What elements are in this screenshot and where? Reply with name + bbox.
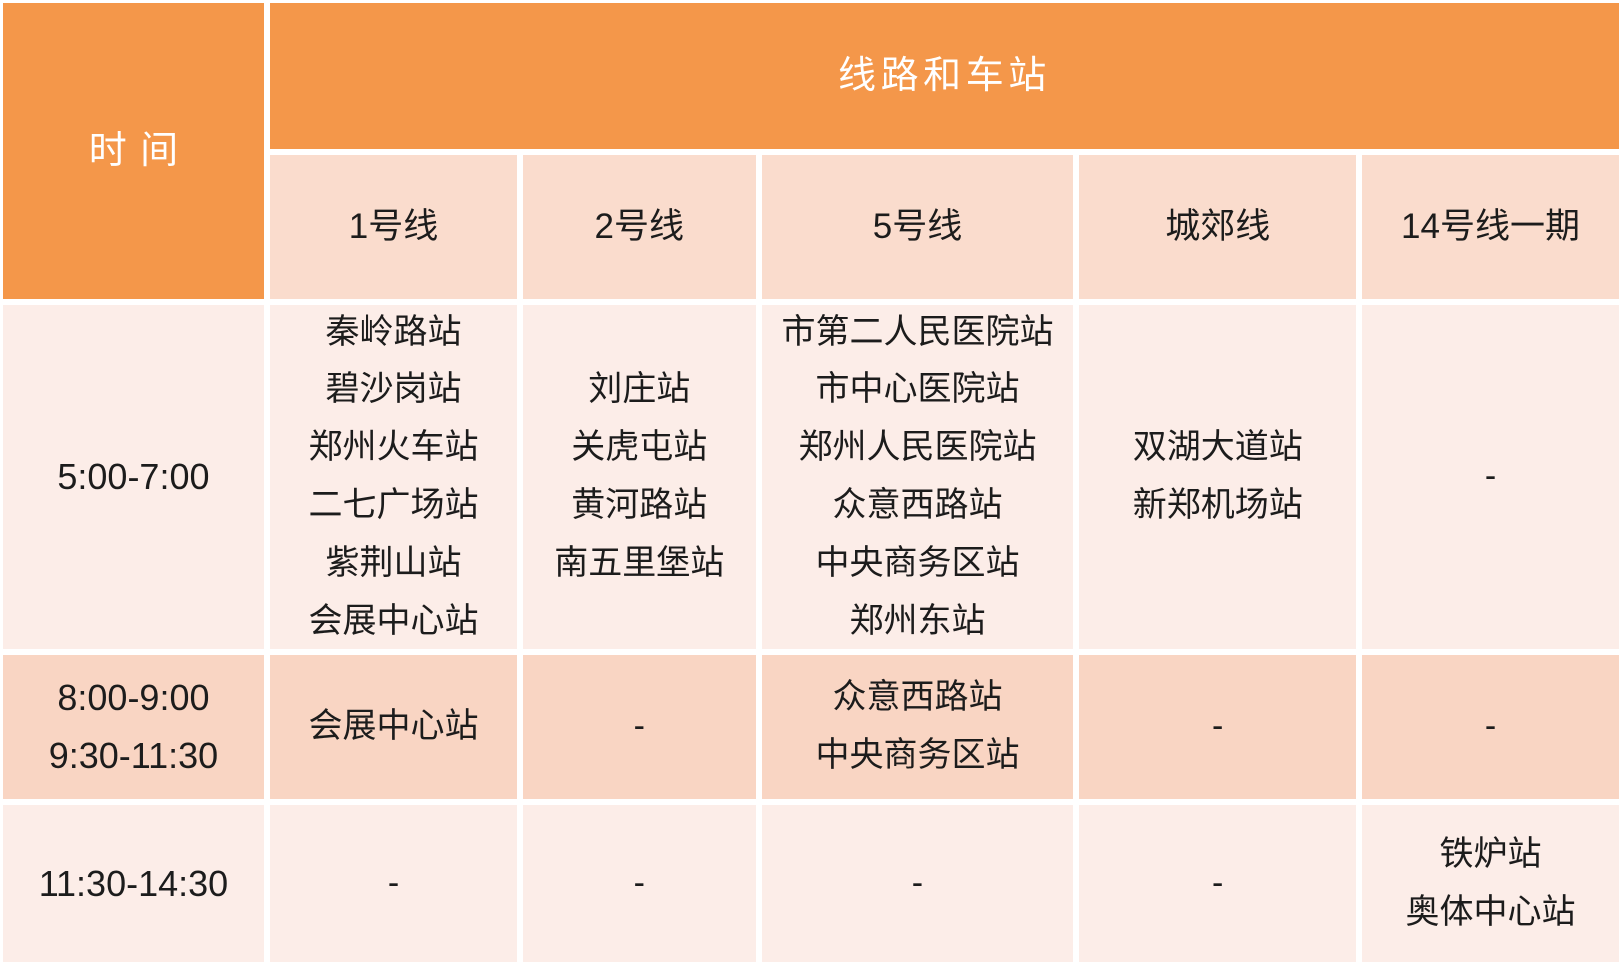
station-cell: 刘庄站 关虎屯站 黄河路站 南五里堡站 bbox=[523, 305, 756, 649]
station-cell: 双湖大道站 新郑机场站 bbox=[1079, 305, 1357, 649]
station-cell: 会展中心站 bbox=[269, 655, 518, 799]
column-header-line-1: 1号线 bbox=[269, 155, 518, 299]
column-header-line-5: 5号线 bbox=[761, 155, 1074, 299]
station-cell: - bbox=[1362, 305, 1619, 649]
station-cell: - bbox=[269, 805, 518, 962]
station-cell: 铁炉站 奥体中心站 bbox=[1362, 805, 1619, 962]
column-header-line-2: 2号线 bbox=[523, 155, 756, 299]
station-cell: - bbox=[523, 655, 756, 799]
column-header-suburban-line: 城郊线 bbox=[1079, 155, 1357, 299]
station-cell: - bbox=[523, 805, 756, 962]
banner-header-lines-stations: 线路和车站 bbox=[269, 3, 1619, 149]
corner-header-time: 时间 bbox=[3, 3, 264, 299]
time-cell: 11:30-14:30 bbox=[3, 805, 264, 962]
column-header-line-14-phase-1: 14号线一期 bbox=[1362, 155, 1619, 299]
station-cell: 市第二人民医院站 市中心医院站 郑州人民医院站 众意西路站 中央商务区站 郑州东… bbox=[761, 305, 1074, 649]
time-cell: 5:00-7:00 bbox=[3, 305, 264, 649]
station-cell: 众意西路站 中央商务区站 bbox=[761, 655, 1074, 799]
station-cell: - bbox=[1079, 805, 1357, 962]
station-cell: - bbox=[1079, 655, 1357, 799]
station-cell: - bbox=[761, 805, 1074, 962]
station-cell: - bbox=[1362, 655, 1619, 799]
station-cell: 秦岭路站 碧沙岗站 郑州火车站 二七广场站 紫荆山站 会展中心站 bbox=[269, 305, 518, 649]
time-cell: 8:00-9:00 9:30-11:30 bbox=[3, 655, 264, 799]
